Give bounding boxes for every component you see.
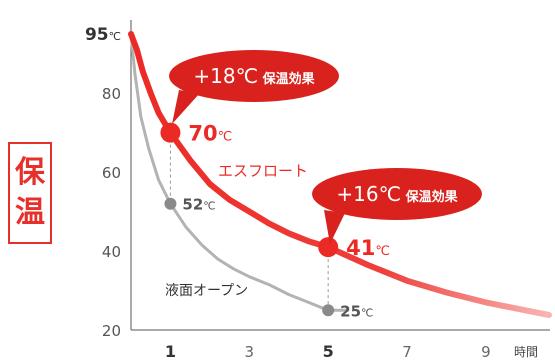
callout-text-1: +18℃ 保温効果 — [193, 64, 314, 88]
data-label-esfloat-5: 41℃ — [346, 236, 390, 260]
y-tick-label-60: 60 — [102, 164, 121, 182]
series-label-open: 液面オープン — [165, 283, 248, 299]
callout-tail-1 — [172, 90, 200, 124]
y-tick-label-80: 80 — [102, 85, 121, 103]
callout-bubble-1 — [169, 50, 339, 102]
series-line-esfloat — [128, 31, 552, 318]
data-point-esfloat-5 — [318, 237, 339, 258]
x-tick-label-7: 7 — [402, 343, 412, 360]
y-tick-label-20: 20 — [102, 322, 121, 340]
data-point-esfloat-1 — [160, 122, 181, 143]
data-label-esfloat-1: 70℃ — [188, 122, 232, 146]
x-tick-label-9: 9 — [481, 343, 491, 360]
data-point-open-1 — [164, 197, 177, 210]
data-label-open-5: 25℃ — [340, 302, 373, 320]
series-line-open — [129, 32, 350, 312]
x-axis-label: 時間 — [514, 345, 538, 359]
callout-bubble-2 — [312, 168, 482, 220]
x-tick-label-5: 5 — [323, 342, 334, 360]
side-label-line1: 保 — [15, 155, 45, 190]
x-tick-label-3: 3 — [245, 343, 255, 360]
x-tick-label-1: 1 — [165, 342, 176, 360]
series-label-esfloat: エスフロート — [218, 162, 308, 180]
data-point-open-5 — [322, 304, 335, 317]
side-label-box: 保 温 — [8, 142, 52, 244]
side-label-line2: 温 — [15, 195, 45, 230]
callout-text-2: +16℃ 保温効果 — [336, 182, 457, 206]
callout-tail-2 — [324, 210, 345, 244]
data-label-open-1: 52℃ — [182, 196, 215, 214]
y-tick-label-40: 40 — [102, 243, 121, 261]
y-tick-label-95: 95℃ — [85, 25, 121, 45]
